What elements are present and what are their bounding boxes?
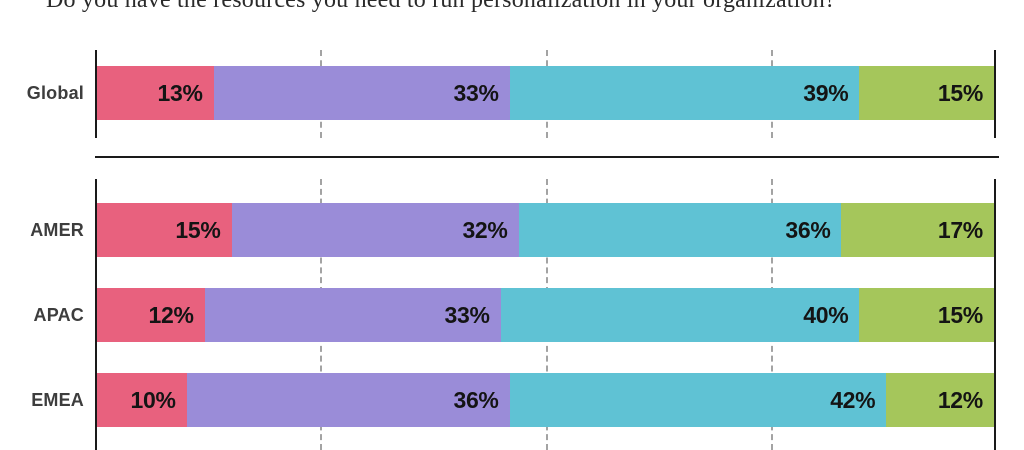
plot-area-regions: 15% 32% 36% 17% 12% 33% 40% 15% [95,179,996,450]
bar-segment-amer-green: 17% [841,203,994,257]
category-label-amer: AMER [30,219,84,240]
chart-title: Do you have the resources you need to ru… [46,0,836,13]
right-boundary-line-global [994,50,996,138]
segment-value-label: 12% [937,386,983,413]
bar-emea: 10% 36% 42% 12% [97,373,994,427]
bar-segment-emea-green: 12% [886,373,994,427]
bar-segment-global-green: 15% [859,66,994,120]
bar-segment-amer-pink: 15% [97,203,232,257]
segment-value-label: 36% [785,216,831,243]
segment-value-label: 42% [830,386,876,413]
segment-value-label: 12% [148,301,194,328]
segment-value-label: 36% [453,386,499,413]
segment-value-label: 33% [453,79,499,106]
category-label-global: Global [26,82,84,103]
segment-value-label: 15% [937,301,983,328]
segment-value-label: 17% [937,216,983,243]
bar-global: 13% 33% 39% 15% [97,66,994,120]
segment-value-label: 10% [130,386,176,413]
right-boundary-line-regions [994,179,996,450]
bar-segment-apac-purple: 33% [204,288,501,342]
segment-value-label: 32% [462,216,508,243]
bar-segment-apac-pink: 12% [97,288,205,342]
bar-segment-apac-teal: 40% [500,288,860,342]
segment-value-label: 40% [803,301,849,328]
plot-area-global: 13% 33% 39% 15% [95,50,996,138]
segment-value-label: 15% [937,79,983,106]
bar-segment-global-pink: 13% [97,66,214,120]
segment-value-label: 39% [803,79,849,106]
bar-segment-global-purple: 33% [213,66,510,120]
bar-amer: 15% 32% 36% 17% [97,203,994,257]
bar-apac: 12% 33% 40% 15% [97,288,994,342]
segment-value-label: 13% [157,79,203,106]
category-label-emea: EMEA [31,389,84,410]
bar-segment-emea-teal: 42% [509,373,887,427]
y-axis-line-global [95,50,97,138]
segment-value-label: 33% [444,301,490,328]
category-label-apac: APAC [33,304,84,325]
bar-segment-emea-purple: 36% [186,373,510,427]
bar-segment-amer-purple: 32% [231,203,519,257]
bar-segment-emea-pink: 10% [97,373,187,427]
y-axis-line-regions [95,179,97,450]
bar-segment-global-teal: 39% [509,66,860,120]
segment-value-label: 15% [175,216,221,243]
bar-segment-apac-green: 15% [859,288,994,342]
group-separator-line [95,156,999,158]
bar-segment-amer-teal: 36% [518,203,842,257]
